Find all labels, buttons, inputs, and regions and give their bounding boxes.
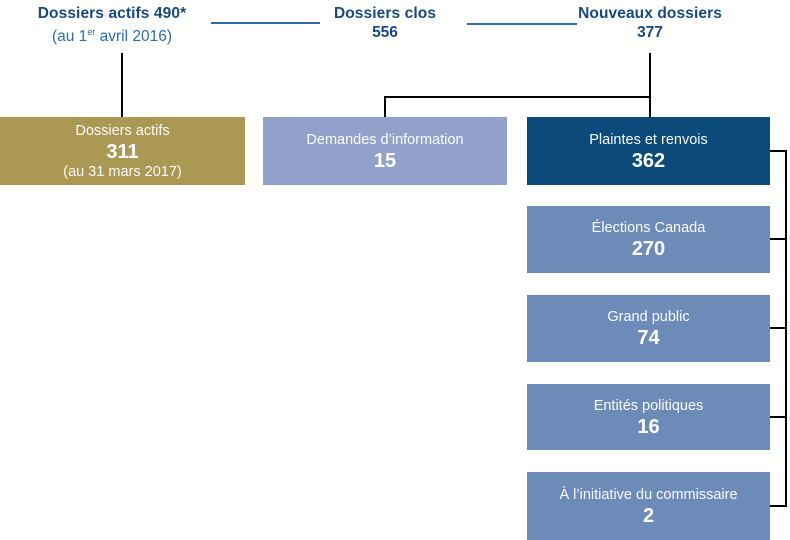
box-entites-politiques-value: 16 <box>637 415 660 438</box>
header-nouveaux-dossiers: Nouveaux dossiers 377 <box>560 5 740 42</box>
box-dossiers-actifs-value: 311 <box>106 140 139 163</box>
connector-nouveaux-vertical <box>649 53 651 117</box>
box-dossiers-actifs: Dossiers actifs 311 (au 31 mars 2017) <box>0 117 245 185</box>
subtitle-suffix: avril 2016) <box>95 28 173 46</box>
box-grand-public: Grand public 74 <box>527 295 770 362</box>
box-initiative-commissaire: À l’initiative du commissaire 2 <box>527 472 770 540</box>
box-plaintes-renvois: Plaintes et renvois 362 <box>527 117 770 185</box>
header-dossiers-clos-value: 556 <box>372 24 398 41</box>
header-nouveaux-dossiers-value: 377 <box>637 24 663 41</box>
header-dossiers-clos-title: Dossiers clos <box>333 5 437 22</box>
box-initiative-commissaire-value: 2 <box>642 504 655 527</box>
connector-branch-horizontal <box>384 96 651 98</box>
box-elections-canada-label: Élections Canada <box>591 220 706 236</box>
box-entites-politiques: Entités politiques 16 <box>527 384 770 450</box>
connector-stub-initiative <box>770 505 787 507</box>
subtitle-superscript: er <box>87 27 96 37</box>
box-dossiers-actifs-note: (au 31 mars 2017) <box>63 163 182 180</box>
box-plaintes-label: Plaintes et renvois <box>589 131 708 148</box>
header-dossiers-actifs: Dossiers actifs 490* (au 1er avril 2016) <box>12 5 212 46</box>
connector-plaintes-out <box>770 150 787 152</box>
box-demandes-label: Demandes d’information <box>306 131 464 148</box>
header-nouveaux-dossiers-title: Nouveaux dossiers <box>578 5 722 22</box>
box-plaintes-value: 362 <box>631 149 666 172</box>
connector-stub-elections <box>770 238 787 240</box>
subtitle-prefix: (au 1 <box>51 28 88 46</box>
box-grand-public-label: Grand public <box>607 309 690 325</box>
header-dossiers-actifs-title: Dossiers actifs 490* <box>37 5 187 22</box>
connector-demandes-vertical <box>384 96 386 117</box>
connector-actifs-vertical <box>121 53 123 117</box>
box-demandes-value: 15 <box>373 149 397 172</box>
header-separator-line-2 <box>467 23 577 25</box>
connector-stub-grand-public <box>770 327 787 329</box>
box-demandes-information: Demandes d’information 15 <box>263 117 507 185</box>
box-entites-politiques-label: Entités politiques <box>593 397 704 414</box>
box-dossiers-actifs-label: Dossiers actifs <box>75 122 170 139</box>
box-grand-public-value: 74 <box>637 327 660 349</box>
header-separator-line-1 <box>211 22 320 24</box>
box-elections-canada: Élections Canada 270 <box>527 206 770 273</box>
header-dossiers-actifs-subtitle: (au 1er avril 2016) <box>12 23 212 46</box>
header-dossiers-clos: Dossiers clos 556 <box>315 5 455 42</box>
connector-stub-entites <box>770 416 787 418</box>
box-initiative-commissaire-label: À l’initiative du commissaire <box>559 486 738 503</box>
box-elections-canada-value: 270 <box>631 238 666 260</box>
